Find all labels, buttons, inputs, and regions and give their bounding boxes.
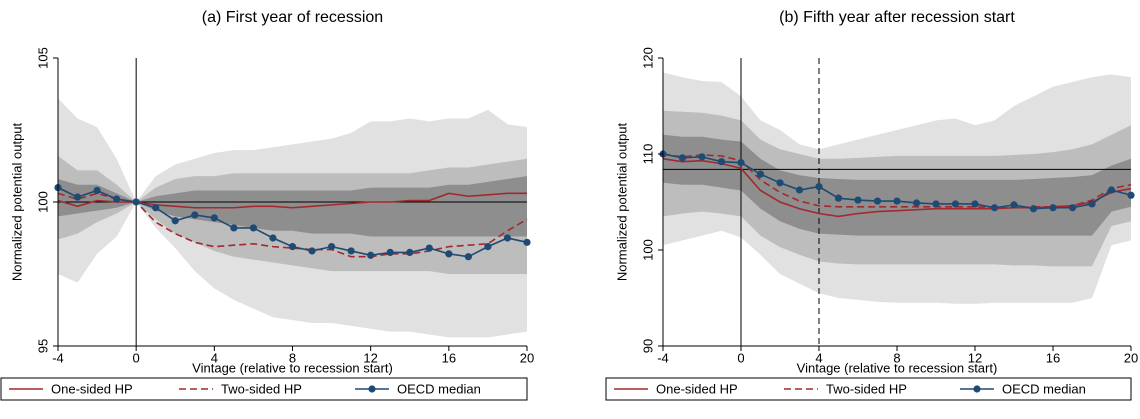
series-marker	[834, 194, 843, 202]
series-marker	[73, 193, 82, 201]
x-tick-label: 8	[893, 350, 900, 365]
series-marker	[347, 247, 355, 255]
series-marker	[678, 154, 687, 162]
series-marker	[464, 253, 472, 261]
series-marker	[93, 186, 101, 195]
series-marker	[249, 224, 258, 232]
series-marker	[386, 248, 394, 256]
y-tick-label: 105	[35, 47, 50, 69]
series-marker	[737, 159, 745, 167]
series-marker	[756, 170, 765, 178]
series-marker	[795, 186, 804, 194]
series-marker	[815, 183, 823, 191]
legend-marker	[368, 385, 376, 393]
y-tick-label: 95	[35, 339, 50, 353]
series-marker	[230, 224, 238, 232]
series-marker	[191, 211, 199, 219]
series-marker	[873, 197, 882, 205]
series-marker	[288, 243, 297, 251]
x-tick-label: 12	[968, 350, 982, 365]
series-marker	[854, 196, 862, 204]
x-tick-label: 16	[442, 350, 456, 365]
series-marker	[776, 179, 784, 187]
x-tick-label: 4	[815, 350, 822, 365]
y-tick-label: 100	[640, 239, 655, 261]
x-axis-label: Vintage (relative to recession start)	[797, 360, 998, 375]
x-tick-label: 12	[363, 350, 377, 365]
legend-box	[605, 377, 1132, 401]
chart-title: (b) Fifth year after recession start	[779, 9, 1015, 26]
chart-title: (a) First year of recession	[202, 9, 383, 26]
series-marker	[484, 243, 492, 251]
legend-label: Two-sided HP	[826, 381, 907, 396]
series-marker	[523, 238, 531, 246]
y-tick-label: 110	[640, 144, 655, 165]
series-marker	[210, 214, 218, 222]
x-tick-label: -4	[657, 350, 669, 365]
series-marker	[171, 217, 179, 225]
series-marker	[912, 199, 921, 207]
confidence-band	[58, 176, 527, 237]
confidence-band	[663, 134, 1131, 236]
series-marker	[269, 234, 277, 242]
series-marker	[308, 247, 316, 255]
x-tick-label: 0	[133, 350, 140, 365]
y-tick-label: 100	[35, 191, 50, 213]
x-tick-label: 4	[211, 350, 218, 365]
x-tick-label: 16	[1046, 350, 1060, 365]
series-marker	[445, 250, 453, 258]
x-tick-label: 20	[520, 350, 534, 365]
series-marker	[327, 243, 336, 251]
series-marker	[113, 195, 121, 203]
series-marker	[425, 244, 433, 252]
legend-label: OECD median	[397, 381, 481, 396]
series-marker	[367, 251, 375, 259]
series-marker	[503, 234, 512, 242]
x-axis-label: Vintage (relative to recession start)	[192, 360, 393, 375]
series-marker	[1010, 201, 1018, 209]
legend-label: Two-sided HP	[221, 381, 302, 396]
series-marker	[951, 200, 960, 208]
legend-label: One-sided HP	[51, 381, 133, 396]
series-marker	[406, 248, 414, 256]
legend-box	[0, 377, 528, 401]
series-marker	[971, 200, 979, 208]
y-axis-label: Normalized potential output	[614, 122, 629, 281]
legend-label: One-sided HP	[656, 381, 738, 396]
series-marker	[1068, 204, 1077, 212]
y-axis-label: Normalized potential output	[9, 122, 24, 281]
y-tick-label: 120	[640, 47, 655, 69]
series-marker	[990, 204, 999, 212]
series-marker	[132, 198, 140, 206]
series-marker	[893, 197, 901, 205]
x-tick-label: -4	[52, 350, 64, 365]
series-marker	[698, 153, 706, 161]
legend-label: OECD median	[1002, 381, 1086, 396]
series-marker	[1088, 200, 1096, 208]
x-tick-label: 8	[289, 350, 296, 365]
series-marker	[1049, 204, 1057, 212]
series-marker	[1107, 186, 1116, 194]
legend-marker	[973, 385, 981, 393]
series-marker	[717, 158, 726, 166]
series-marker	[932, 200, 940, 208]
y-tick-label: 90	[640, 339, 655, 353]
x-tick-label: 0	[737, 350, 744, 365]
series-marker	[152, 204, 160, 212]
series-marker	[1029, 205, 1038, 213]
series-marker	[1127, 191, 1135, 199]
x-tick-label: 20	[1124, 350, 1138, 365]
